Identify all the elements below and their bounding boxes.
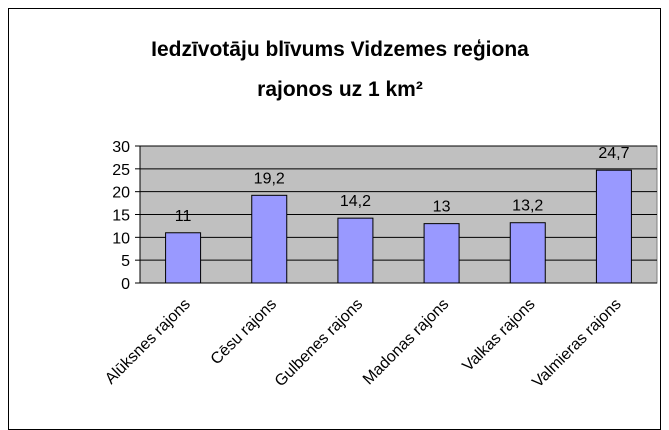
bar <box>165 232 202 284</box>
value-label: 11 <box>175 208 192 225</box>
bar <box>337 217 374 284</box>
bar <box>595 169 632 284</box>
bar <box>423 223 460 284</box>
y-tick-label: 15 <box>112 208 130 225</box>
value-label: 14,2 <box>340 193 371 210</box>
y-tick-label: 0 <box>121 276 130 293</box>
chart-title: Iedzīvotāju blīvums Vidzemes reģiona raj… <box>151 38 529 101</box>
y-tick-label: 20 <box>112 185 130 202</box>
value-label: 13,2 <box>512 198 543 215</box>
value-label: 19,2 <box>254 170 285 187</box>
value-label: 24,7 <box>598 145 629 162</box>
bar <box>509 222 546 284</box>
y-tick-label: 25 <box>112 162 130 179</box>
bar <box>251 194 288 284</box>
y-tick-label: 5 <box>121 253 130 270</box>
y-tick-label: 10 <box>112 230 130 247</box>
value-label: 13 <box>433 199 451 216</box>
y-tick-label: 30 <box>112 139 130 156</box>
